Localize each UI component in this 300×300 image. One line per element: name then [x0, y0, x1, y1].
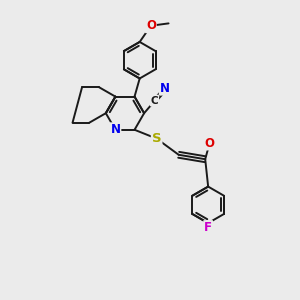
Text: O: O	[146, 19, 156, 32]
Text: F: F	[204, 221, 212, 234]
Text: N: N	[110, 123, 120, 136]
Text: N: N	[160, 82, 170, 95]
Text: S: S	[152, 132, 161, 145]
Text: C: C	[151, 95, 158, 106]
Text: O: O	[205, 136, 214, 149]
